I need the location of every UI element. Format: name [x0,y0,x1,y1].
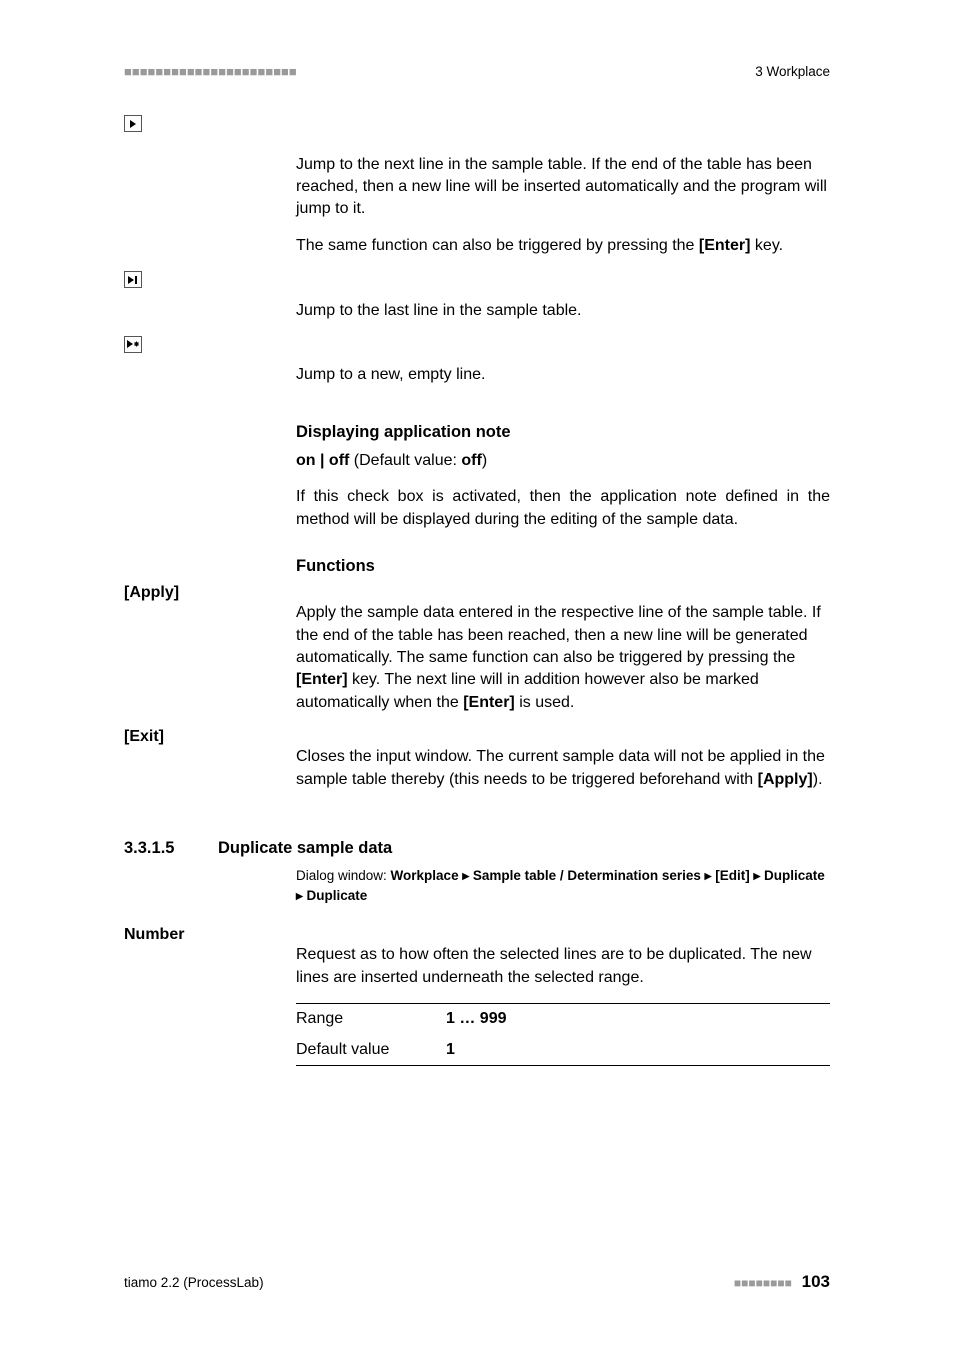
section-number: 3.3.1.5 [124,839,218,858]
page-number: 103 [802,1272,830,1291]
block-new-line [124,336,830,355]
exit-label: [Exit] [124,728,164,745]
new-line-text: Jump to a new, empty line. [296,364,830,386]
page-footer: tiamo 2.2 (ProcessLab) ■■■■■■■■ 103 [124,1272,830,1292]
number-text: Request as to how often the selected lin… [296,944,830,989]
block-last-line [124,271,830,290]
header-section-label: 3 Workplace [755,64,830,79]
range-value: 1 … 999 [446,1004,830,1035]
number-label: Number [124,926,184,943]
display-app-note-title: Displaying application note [296,421,830,444]
next-line-icon [124,115,142,132]
section-title: Duplicate sample data [218,839,392,858]
block-display-app-note: Displaying application note on | off (De… [124,421,830,545]
range-key: Range [296,1004,446,1035]
display-app-note-options: on | off (Default value: off) [296,450,830,472]
exit-text: Closes the input window. The current sam… [296,746,830,791]
new-line-icon [124,336,142,353]
page-header: ■■■■■■■■■■■■■■■■■■■■■■ 3 Workplace [124,64,830,79]
apply-label: [Apply] [124,584,179,601]
block-number: Number [124,926,830,944]
header-ornament: ■■■■■■■■■■■■■■■■■■■■■■ [124,64,297,79]
dialog-window-path: Dialog window: Workplace ▸ Sample table … [296,866,830,907]
section-heading: 3.3.1.5 Duplicate sample data [124,839,830,858]
default-value: 1 [446,1035,830,1066]
block-next-line [124,115,830,134]
footer-ornament: ■■■■■■■■ [734,1276,792,1290]
functions-title: Functions [296,555,830,578]
display-app-note-text: If this check box is activated, then the… [296,486,830,531]
number-range-table: Range 1 … 999 Default value 1 [296,1003,830,1066]
default-key: Default value [296,1035,446,1066]
next-line-text-2: The same function can also be triggered … [296,235,830,257]
page: ■■■■■■■■■■■■■■■■■■■■■■ 3 Workplace Jump … [0,0,954,1350]
last-line-icon [124,271,142,288]
footer-product: tiamo 2.2 (ProcessLab) [124,1275,264,1290]
block-exit: [Exit] [124,728,830,746]
block-apply: [Apply] [124,584,830,602]
apply-text: Apply the sample data entered in the res… [296,602,830,714]
next-line-text-1: Jump to the next line in the sample tabl… [296,154,830,221]
last-line-text: Jump to the last line in the sample tabl… [296,300,830,322]
